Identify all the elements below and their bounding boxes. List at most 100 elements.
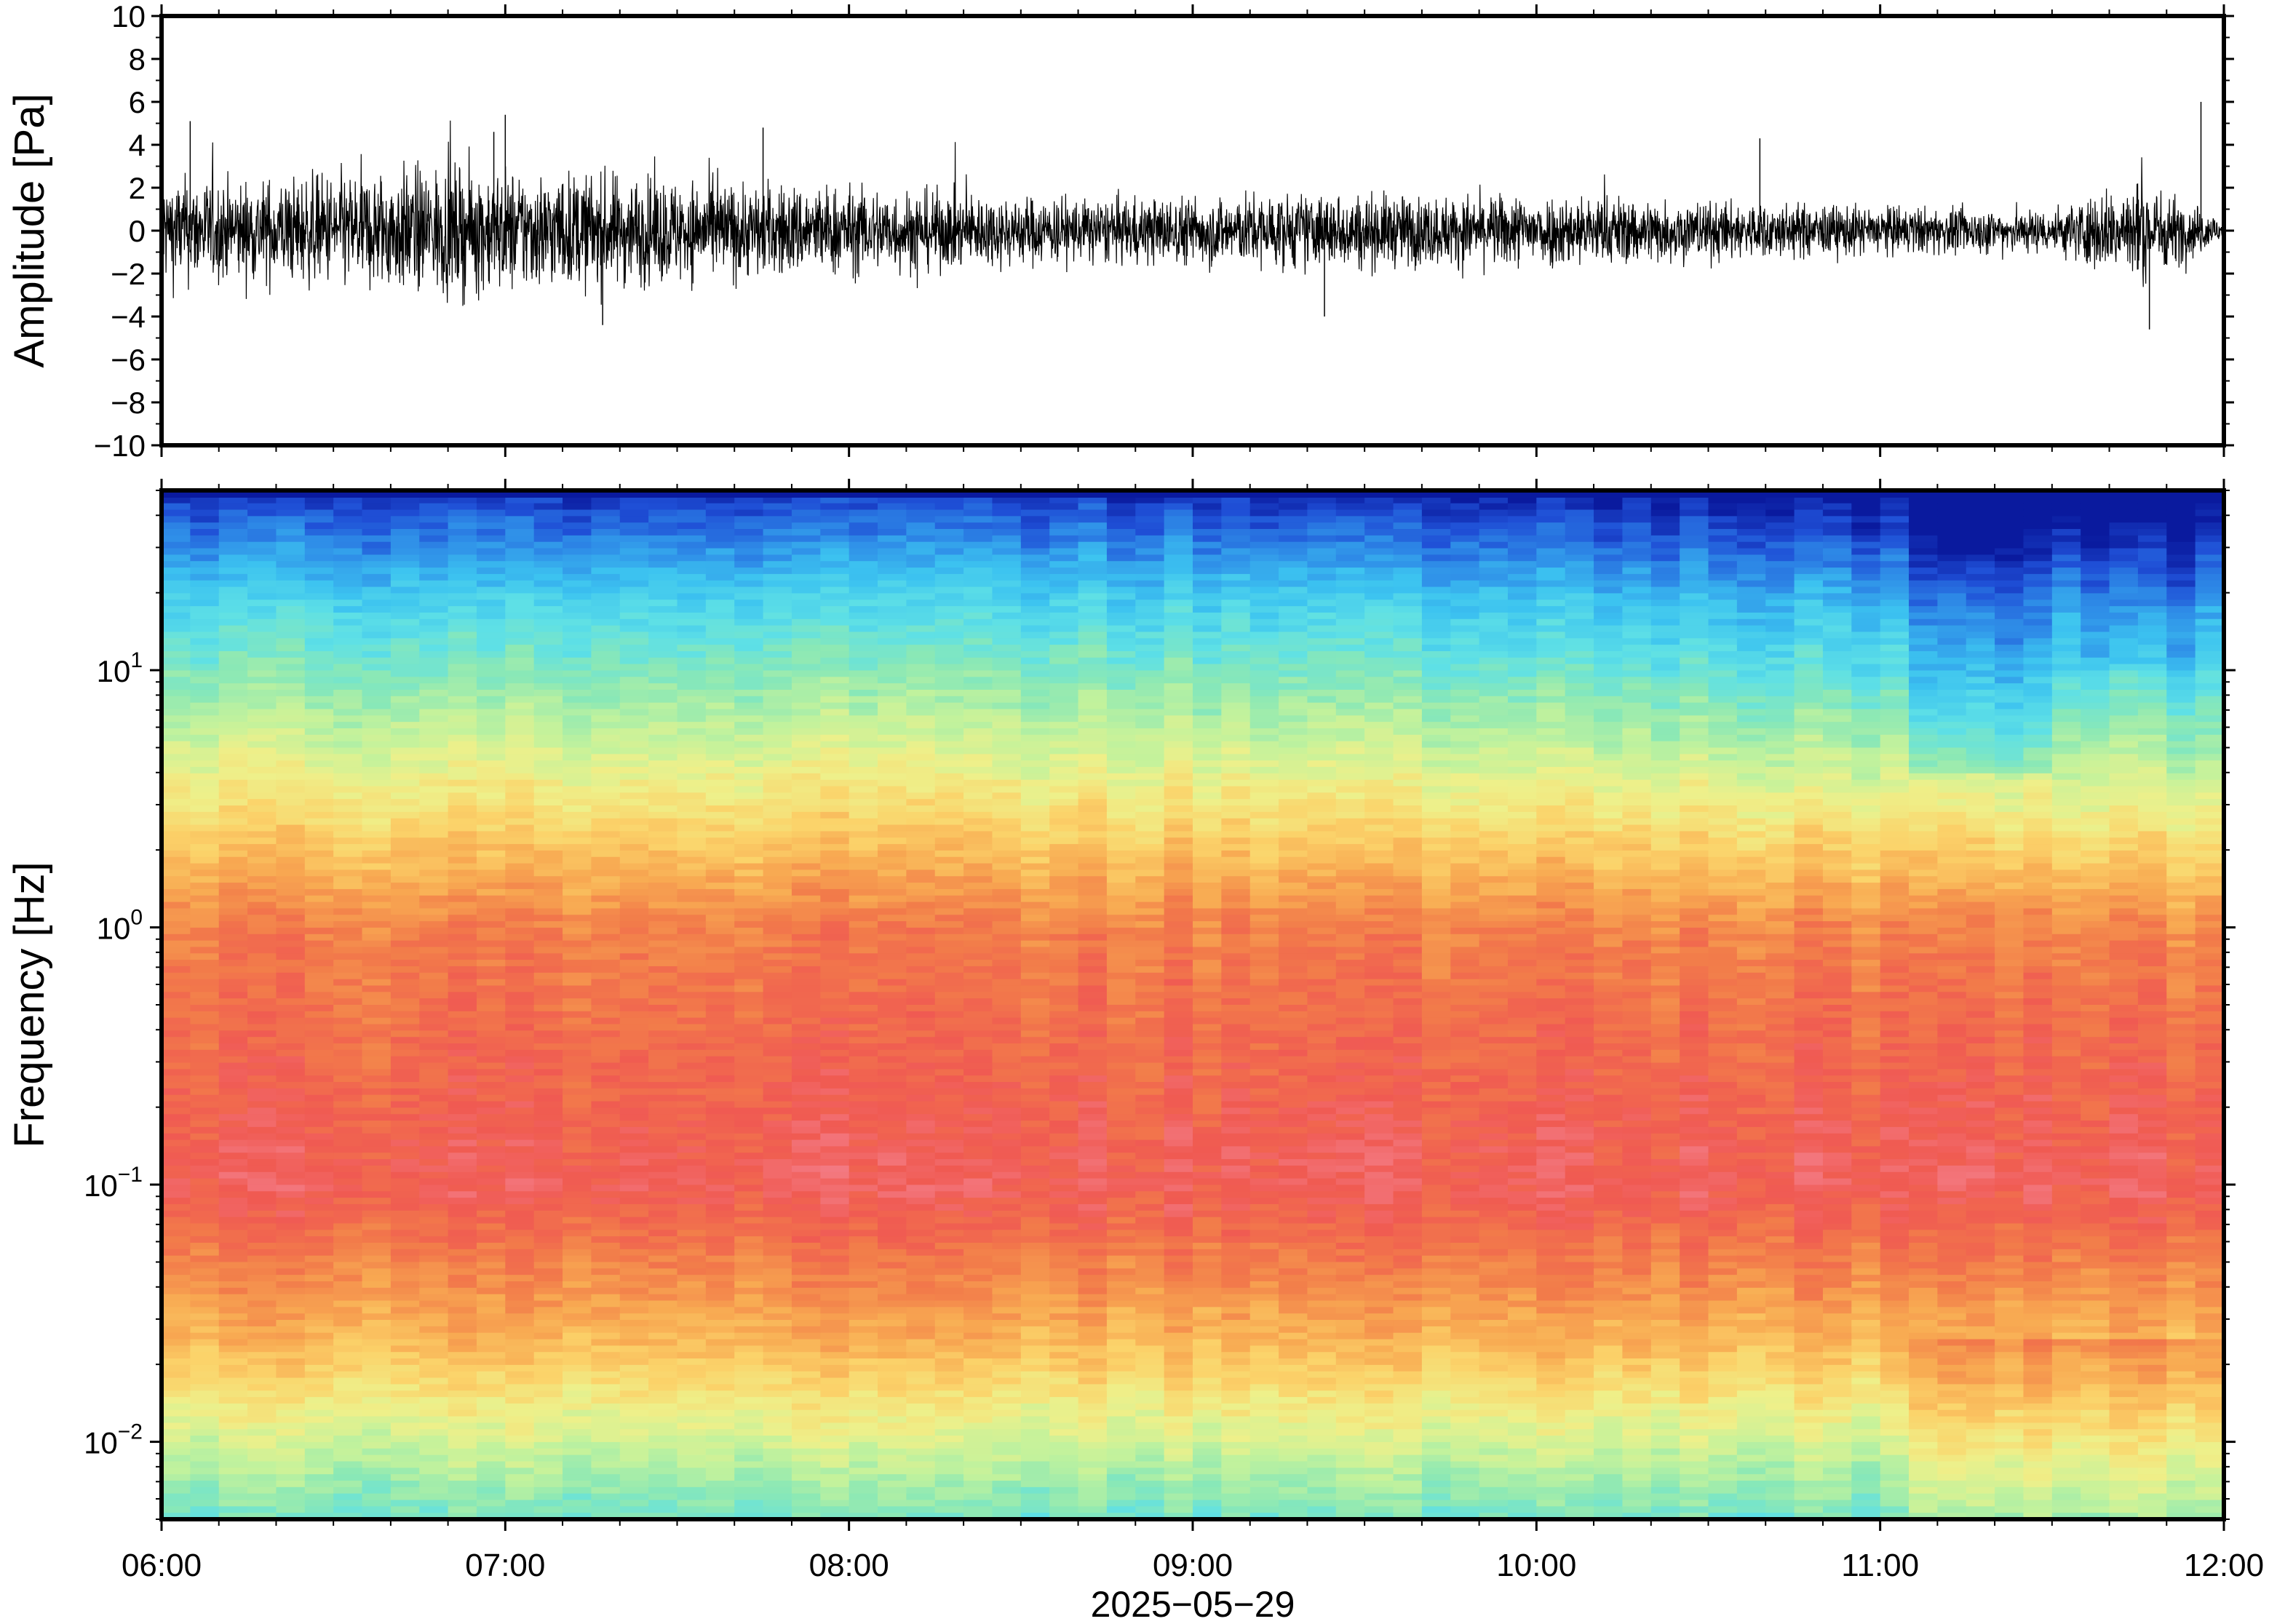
- spectrogram-cell: [505, 509, 535, 517]
- spectrogram-cell: [247, 1056, 277, 1064]
- spectrogram-cell: [476, 779, 506, 787]
- spectrogram-cell: [218, 1468, 248, 1475]
- spectrogram-cell: [304, 1230, 334, 1237]
- spectrogram-cell: [619, 645, 649, 652]
- spectrogram-cell: [362, 1403, 392, 1411]
- spectrogram-cell: [705, 1153, 735, 1160]
- spectrogram-cell: [362, 1203, 392, 1211]
- spectrogram-cell: [619, 1345, 649, 1353]
- spectrogram-cell: [563, 645, 592, 652]
- spectrogram-cell: [563, 992, 592, 999]
- spectrogram-cell: [906, 747, 936, 755]
- spectrogram-cell: [218, 522, 248, 530]
- spectrogram-cell: [849, 612, 878, 620]
- spectrogram-cell: [563, 1326, 592, 1334]
- spectrogram-cell: [476, 1513, 506, 1519]
- spectrogram-cell: [677, 895, 707, 903]
- spectrogram-cell: [419, 1454, 449, 1462]
- spectrogram-cell: [533, 1513, 563, 1519]
- spectrogram-cell: [677, 1133, 707, 1141]
- spectrogram-cell: [448, 1069, 477, 1076]
- spectrogram-cell: [190, 1262, 220, 1269]
- spectrogram-cell: [820, 496, 850, 504]
- spectrogram-cell: [476, 1236, 506, 1243]
- spectrogram-cell: [820, 1294, 850, 1302]
- spectrogram-cell: [705, 998, 735, 1006]
- spectrogram-cell: [906, 754, 936, 761]
- spectrogram-cell: [648, 1268, 678, 1275]
- spectrogram-cell: [878, 747, 907, 755]
- spectrogram-cell: [533, 1493, 563, 1501]
- spectrogram-cell: [878, 618, 907, 626]
- spectrogram-cell: [390, 831, 420, 838]
- spectrogram-cell: [992, 1339, 1022, 1346]
- spectrogram-cell: [648, 1230, 678, 1237]
- spectrogram-cell: [304, 1236, 334, 1243]
- spectrogram-cell: [276, 953, 306, 960]
- spectrogram-cell: [533, 734, 563, 742]
- spectrogram-cell: [591, 992, 621, 999]
- spectrogram-cell: [820, 1198, 850, 1205]
- spectrogram-cell: [791, 1153, 821, 1160]
- spectrogram-cell: [333, 1409, 363, 1417]
- spectrogram-cell: [362, 1210, 392, 1218]
- spectrogram-cell: [276, 760, 306, 768]
- spectrogram-cell: [333, 1049, 363, 1057]
- spectrogram-cell: [906, 1474, 936, 1481]
- spectrogram-cell: [648, 1121, 678, 1128]
- spectrogram-cell: [648, 927, 678, 935]
- spectrogram-cell: [734, 618, 764, 626]
- spectrogram-cell: [677, 529, 707, 536]
- spectrogram-cell: [878, 985, 907, 992]
- spectrogram-cell: [304, 722, 334, 729]
- spectrogram-cell: [906, 1506, 936, 1513]
- spectrogram-cell: [591, 522, 621, 530]
- spectrogram-cell: [505, 1242, 535, 1250]
- spectrogram-cell: [304, 1441, 334, 1449]
- spectrogram-cell: [218, 722, 248, 729]
- spectrogram-cell: [333, 1146, 363, 1153]
- spectrogram-cell: [333, 1461, 363, 1468]
- spectrogram-cell: [276, 1178, 306, 1186]
- spectrogram-cell: [820, 670, 850, 677]
- spectrogram-cell: [304, 664, 334, 672]
- spectrogram-cell: [190, 625, 220, 633]
- spectrogram-cell: [476, 1037, 506, 1044]
- spectrogram-cell: [791, 1185, 821, 1192]
- spectrogram-cell: [505, 869, 535, 877]
- spectrogram-cell: [763, 1513, 792, 1519]
- spectrogram-cell: [963, 1352, 993, 1359]
- spectrogram-cell: [677, 1390, 707, 1398]
- spectrogram-cell: [448, 1275, 477, 1282]
- spectrogram-cell: [505, 573, 535, 581]
- spectrogram-cell: [276, 831, 306, 838]
- spectrogram-cell: [791, 1371, 821, 1379]
- spectrogram-cell: [419, 612, 449, 620]
- spectrogram-cell: [878, 516, 907, 523]
- spectrogram-cell: [563, 1422, 592, 1430]
- spectrogram-cell: [849, 1345, 878, 1353]
- spectrogram-cell: [849, 1441, 878, 1449]
- spectrogram-cell: [849, 888, 878, 896]
- spectrogram-cell: [390, 1416, 420, 1424]
- spectrogram-cell: [218, 1005, 248, 1012]
- spectrogram-cell: [362, 683, 392, 690]
- spectrogram-cell: [533, 1339, 563, 1346]
- spectrogram-cell: [734, 554, 764, 562]
- spectrogram-cell: [390, 1114, 420, 1121]
- spectrogram-cell: [791, 773, 821, 781]
- spectrogram-cell: [162, 1255, 191, 1263]
- spectrogram-cell: [533, 1384, 563, 1391]
- spectrogram-cell: [276, 1441, 306, 1449]
- spectrogram-cell: [849, 1364, 878, 1372]
- spectrogram-cell: [476, 573, 506, 581]
- spectrogram-cell: [247, 1377, 277, 1385]
- spectrogram-cell: [419, 548, 449, 555]
- spectrogram-cell: [218, 1153, 248, 1160]
- spectrogram-cell: [218, 1275, 248, 1282]
- spectrogram-cell: [276, 1294, 306, 1302]
- spectrogram-cell: [419, 1178, 449, 1186]
- spectrogram-cell: [992, 1203, 1022, 1211]
- spectrogram-cell: [849, 1203, 878, 1211]
- spectrogram-cell: [878, 1101, 907, 1108]
